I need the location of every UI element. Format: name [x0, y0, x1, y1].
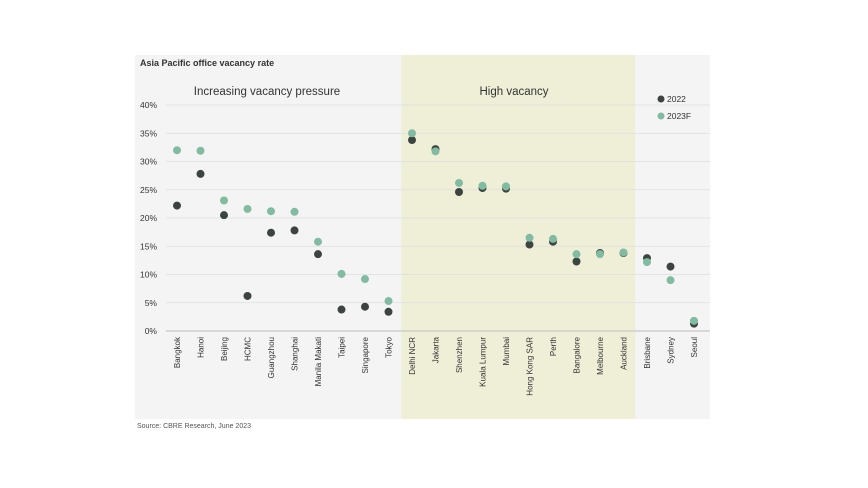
point-2023f-delhi-ncr	[408, 129, 416, 138]
point-2023f-tokyo	[384, 297, 393, 306]
point-2023f-melbourne	[596, 250, 604, 259]
point-2022-tokyo	[384, 307, 393, 316]
x-tick-label: Shenzhen	[455, 337, 464, 373]
x-tick-label: Auckland	[620, 337, 629, 370]
legend: 2022 2023F	[657, 94, 691, 121]
region-label: Increasing vacancy pressure	[194, 86, 340, 98]
y-tick-label: 25%	[140, 185, 157, 195]
point-2022-guangzhou	[267, 228, 275, 237]
x-tick-label: Shanghai	[291, 337, 300, 371]
gridlines	[166, 104, 710, 332]
x-tick-label: Tokyo	[385, 336, 394, 357]
chart-title: Asia Pacific office vacancy rate	[140, 58, 275, 68]
point-2023f-jakarta	[431, 147, 440, 156]
region-label: High vacancy	[479, 86, 548, 98]
point-2022-hcmc	[243, 291, 252, 300]
point-2023f-shenzhen	[455, 178, 463, 187]
x-tick-label: Mumbai	[502, 337, 511, 366]
region-labels: Increasing vacancy pressure High vacancy	[194, 86, 549, 98]
x-tick-label: Seoul	[690, 337, 699, 358]
point-2023f-bangkok	[173, 146, 181, 155]
x-tick-label: Perth	[549, 337, 558, 356]
point-2022-delhi-ncr	[408, 136, 416, 145]
x-tick-label: Bangkok	[173, 336, 182, 368]
point-2022-hanoi	[196, 169, 205, 178]
point-2022-hong-kong-sar	[525, 240, 534, 249]
point-2023f-bangalore	[572, 250, 581, 259]
point-2022-singapore	[361, 302, 369, 311]
point-2023f-guangzhou	[267, 207, 275, 216]
point-2023f-seoul	[690, 316, 698, 325]
source-note: Source: CBRE Research, June 2023	[137, 423, 252, 430]
y-tick-label: 15%	[140, 241, 157, 251]
point-2023f-singapore	[361, 275, 369, 284]
x-tick-label: Manila Makati	[314, 337, 323, 387]
point-2022-beijing	[220, 211, 228, 220]
x-tick-label: Sydney	[667, 337, 676, 364]
highlight-region-background	[401, 55, 636, 419]
point-2022-bangkok	[173, 201, 181, 210]
y-tick-label: 35%	[140, 128, 157, 138]
x-tick-label: Taipei	[338, 337, 347, 358]
point-2022-shanghai	[290, 226, 299, 235]
legend-marker	[657, 112, 665, 120]
x-tick-label: Bangalore	[573, 336, 582, 373]
x-tick-label: Beijing	[220, 337, 229, 361]
x-tick-label: Melbourne	[596, 336, 605, 374]
y-tick-label: 10%	[140, 270, 157, 280]
point-2023f-beijing	[220, 196, 228, 205]
y-tick-label: 5%	[145, 298, 158, 308]
point-2022-bangalore	[572, 257, 581, 266]
legend-marker	[657, 95, 665, 103]
point-2023f-perth	[549, 234, 557, 243]
x-tick-label: Hong Kong SAR	[526, 337, 535, 396]
region-backgrounds	[401, 55, 636, 419]
point-2023f-taipei	[337, 269, 346, 278]
x-tick-label: Brisbane	[643, 336, 652, 368]
x-tick-label: Kuala Lumpur	[479, 337, 488, 387]
point-2023f-hanoi	[196, 146, 205, 155]
legend-label: 2023F	[667, 111, 691, 121]
x-tick-label: Singapore	[361, 336, 370, 373]
x-tick-label: Hanoi	[197, 337, 206, 358]
legend-label: 2022	[667, 94, 686, 104]
point-2022-manila-makati	[314, 250, 322, 259]
y-tick-label: 40%	[140, 100, 157, 110]
x-tick-label: Jakarta	[432, 336, 441, 363]
point-2023f-hong-kong-sar	[525, 233, 534, 242]
point-2023f-auckland	[619, 248, 628, 257]
point-2023f-shanghai	[290, 207, 299, 216]
point-2022-sydney	[666, 262, 675, 271]
point-2023f-brisbane	[643, 258, 651, 267]
point-2023f-sydney	[666, 276, 675, 285]
point-2023f-manila-makati	[314, 237, 322, 246]
point-2022-shenzhen	[455, 188, 463, 197]
x-tick-label: HCMC	[244, 337, 253, 361]
y-tick-label: 0%	[145, 326, 158, 336]
point-2023f-hcmc	[243, 204, 252, 213]
y-axis-ticks: 0% 5% 10% 15% 20% 25% 30% 35% 40%	[140, 100, 157, 336]
data-points	[173, 129, 698, 328]
point-2023f-kuala-lumpur	[478, 181, 487, 190]
x-tick-label: Delhi NCR	[408, 337, 417, 375]
point-2023f-mumbai	[502, 182, 510, 191]
x-axis-labels: Bangkok Hanoi Beijing HCMC Guangzhou Shanghai…	[173, 336, 699, 396]
x-tick-label: Guangzhou	[267, 337, 276, 378]
point-2022-taipei	[337, 305, 346, 314]
y-tick-label: 30%	[140, 157, 157, 167]
y-tick-label: 20%	[140, 213, 157, 223]
